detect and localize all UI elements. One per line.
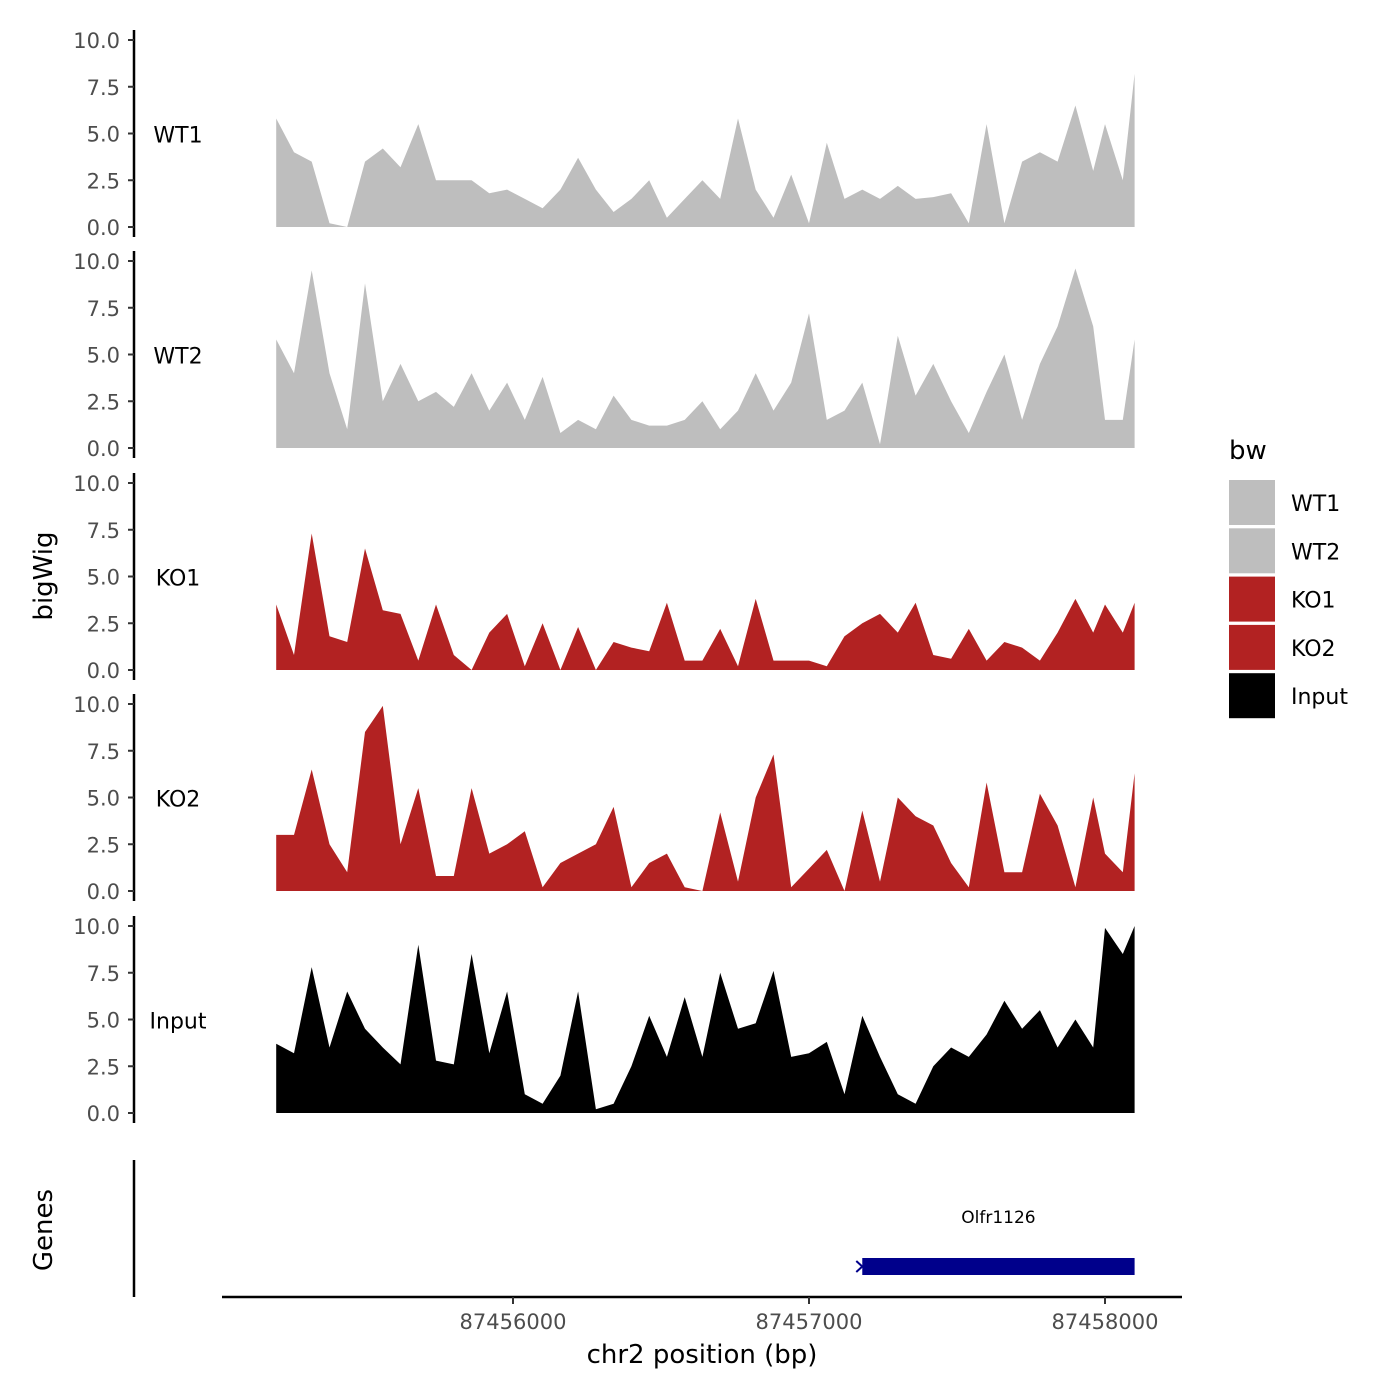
legend-key-ko2 bbox=[1229, 624, 1275, 670]
y-tick-label: 2.5 bbox=[87, 169, 120, 193]
y-tick-label: 10.0 bbox=[73, 693, 120, 717]
bigwig-tracks: 0.02.55.07.510.0WT10.02.55.07.510.0WT20.… bbox=[73, 29, 1135, 1126]
y-tick-label: 0.0 bbox=[87, 1102, 120, 1126]
y-tick-label: 7.5 bbox=[87, 76, 120, 100]
track-label: WT1 bbox=[153, 124, 202, 149]
track-wt2: 0.0 2.5 5.0 7.5 10.0 WT2 bbox=[73, 250, 1135, 461]
y-tick-label: 2.5 bbox=[87, 390, 120, 414]
y-tick-label: 2.5 bbox=[87, 1055, 120, 1079]
x-axis-title: chr2 position (bp) bbox=[587, 1340, 818, 1370]
legend-label: WT1 bbox=[1291, 492, 1340, 517]
track-wt1: 0.0 2.5 5.0 7.5 10.0 WT1 bbox=[73, 29, 1135, 240]
y-tick-label: 10.0 bbox=[73, 915, 120, 939]
coverage-area-ko2 bbox=[276, 705, 1135, 891]
y-tick-label: 7.5 bbox=[87, 519, 120, 543]
y-tick-label: 0.0 bbox=[87, 659, 120, 683]
y-tick-label: 0.0 bbox=[87, 216, 120, 240]
y-tick-label: 2.5 bbox=[87, 612, 120, 636]
y-tick-label: 2.5 bbox=[87, 833, 120, 857]
y-tick-label: 5.0 bbox=[87, 787, 120, 811]
track-label: KO1 bbox=[156, 567, 201, 592]
gene-strand-arrow bbox=[855, 1260, 864, 1273]
x-axis: 87456000 87457000 87458000 bbox=[222, 1295, 1182, 1334]
x-tick-label: 87456000 bbox=[460, 1310, 567, 1334]
coverage-area-wt2 bbox=[276, 268, 1135, 448]
legend-label: KO2 bbox=[1291, 637, 1336, 662]
y-tick-label: 5.0 bbox=[87, 1009, 120, 1033]
legend-key-ko1 bbox=[1229, 576, 1275, 622]
y-tick-label: 0.0 bbox=[87, 437, 120, 461]
y-tick-label: 7.5 bbox=[87, 962, 120, 986]
y-tick-label: 7.5 bbox=[87, 297, 120, 321]
track-ko1: 0.0 2.5 5.0 7.5 10.0 KO1 bbox=[73, 472, 1135, 683]
y-tick-label: 5.0 bbox=[87, 566, 120, 590]
legend-title: bw bbox=[1229, 436, 1267, 466]
y-tick-label: 10.0 bbox=[73, 250, 120, 274]
y-tick-label: 0.0 bbox=[87, 880, 120, 904]
legend: bw WT1 WT2 KO1 KO2 Input bbox=[1229, 436, 1348, 719]
gene-label: Olfr1126 bbox=[961, 1208, 1035, 1228]
x-tick-label: 87458000 bbox=[1052, 1310, 1159, 1334]
legend-key-input bbox=[1229, 673, 1275, 719]
y-tick-label: 5.0 bbox=[87, 123, 120, 147]
legend-key-wt1 bbox=[1229, 480, 1275, 525]
coverage-area-wt1 bbox=[276, 73, 1135, 227]
track-ko2: 0.0 2.5 5.0 7.5 10.0 KO2 bbox=[73, 693, 1135, 904]
coverage-area-ko1 bbox=[276, 533, 1135, 670]
x-tick-label: 87457000 bbox=[756, 1310, 863, 1334]
legend-label: Input bbox=[1291, 685, 1348, 710]
track-label: Input bbox=[150, 1010, 207, 1035]
legend-label: WT2 bbox=[1291, 540, 1340, 565]
y-tick-label: 10.0 bbox=[73, 29, 120, 53]
track-label: WT2 bbox=[153, 345, 202, 370]
coverage-area-input bbox=[276, 926, 1135, 1113]
legend-key-wt2 bbox=[1229, 528, 1275, 574]
track-input: 0.0 2.5 5.0 7.5 10.0 Input bbox=[73, 915, 1135, 1126]
legend-label: KO1 bbox=[1291, 589, 1336, 614]
y-tick-label: 7.5 bbox=[87, 740, 120, 764]
y-axis-title: bigWig bbox=[29, 531, 59, 620]
y-tick-label: 5.0 bbox=[87, 344, 120, 368]
genes-axis-label: Genes bbox=[29, 1189, 59, 1271]
gene-body-olfr1126 bbox=[862, 1258, 1135, 1275]
genes-panel: Genes Olfr1126 bbox=[29, 1160, 1135, 1297]
y-tick-label: 10.0 bbox=[73, 472, 120, 496]
track-label: KO2 bbox=[156, 788, 201, 813]
